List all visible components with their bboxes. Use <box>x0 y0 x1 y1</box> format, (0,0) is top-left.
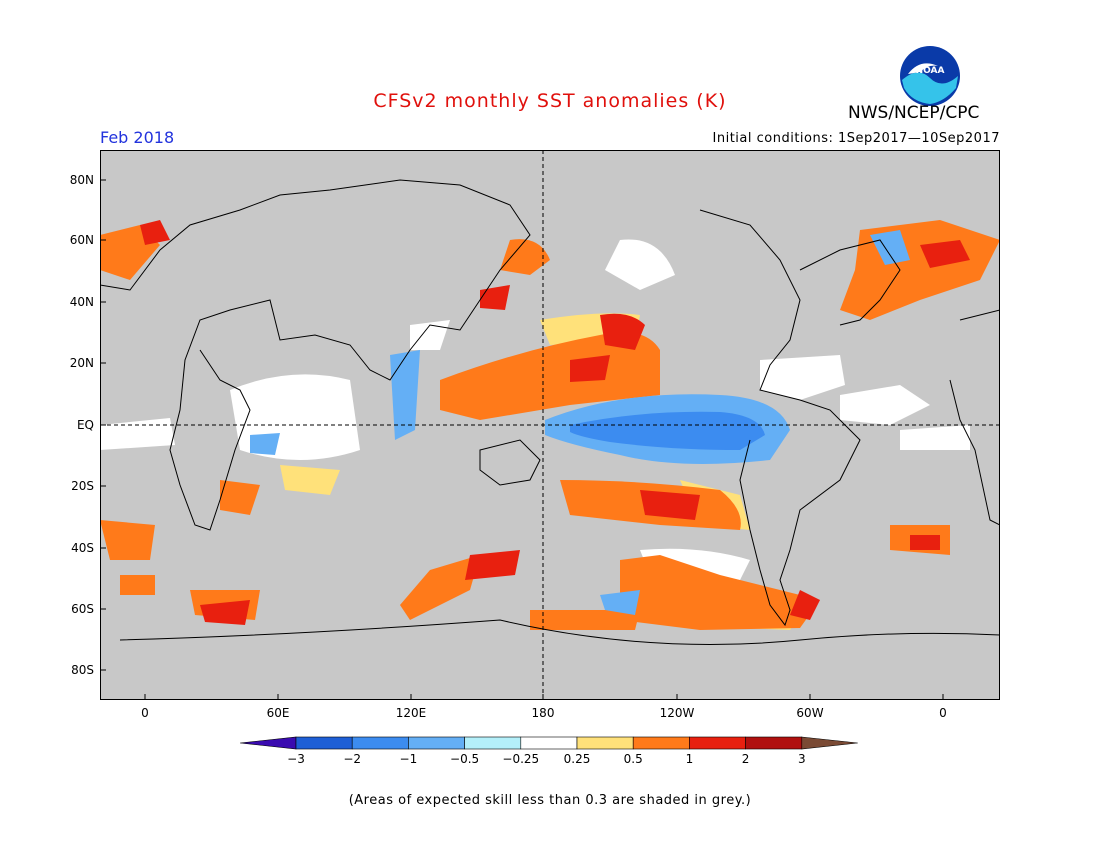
colorbar-label: −1 <box>399 752 418 766</box>
lat-label: 40S <box>71 541 94 555</box>
colorbar-cell <box>801 736 858 750</box>
lat-label: 80S <box>71 663 94 677</box>
colorbar-cell <box>408 736 465 750</box>
lon-label: 180 <box>531 706 555 720</box>
lon-label: 120E <box>395 706 427 720</box>
ticks <box>100 179 944 700</box>
negative-strong-regions <box>570 411 765 450</box>
colorbar-cell <box>295 736 353 750</box>
chart-title: CFSv2 monthly SST anomalies (K) <box>373 90 727 112</box>
positive-strong-regions <box>140 220 970 625</box>
lat-label: 80N <box>69 173 94 187</box>
colorbar-cell <box>632 736 690 750</box>
colorbar-label: −0.5 <box>450 752 480 766</box>
colorbar-cell <box>240 736 297 750</box>
noaa-logo: NOAA <box>900 46 960 106</box>
svg-text:NOAA: NOAA <box>916 66 945 76</box>
colorbar-label: −2 <box>343 752 362 766</box>
colorbar-label: 0.5 <box>623 752 643 766</box>
lon-label: 120W <box>659 706 695 720</box>
colorbar-label: 1 <box>685 752 694 766</box>
colorbar-cell <box>689 736 746 750</box>
colorbar-cell <box>576 736 634 750</box>
lon-label: 60W <box>796 706 824 720</box>
colorbar-label: −0.25 <box>502 752 540 766</box>
colorbar-label: 2 <box>741 752 750 766</box>
lat-label: 60N <box>69 233 94 247</box>
colorbar-cell <box>464 736 522 750</box>
colorbar <box>240 736 858 750</box>
lat-label: 20N <box>69 356 94 370</box>
lat-label: 20S <box>71 479 94 493</box>
lat-label: 40N <box>69 295 94 309</box>
lon-label: 60E <box>266 706 290 720</box>
coastlines <box>100 179 1000 645</box>
lat-label: EQ <box>76 418 94 432</box>
skill-footnote: (Areas of expected skill less than 0.3 a… <box>348 793 752 808</box>
agency-label: NWS/NCEP/CPC <box>848 103 980 123</box>
colorbar-cell <box>351 736 409 750</box>
forecast-period: Feb 2018 <box>100 128 175 147</box>
lon-label: 0 <box>141 706 149 720</box>
lon-label: 0 <box>939 706 947 720</box>
colorbar-label: 3 <box>797 752 806 766</box>
lat-label: 60S <box>71 602 94 616</box>
colorbar-label: 0.25 <box>563 752 591 766</box>
neutral-regions <box>100 239 970 580</box>
colorbar-cell <box>745 736 803 750</box>
colorbar-label: −3 <box>287 752 305 766</box>
colorbar-cell <box>520 736 578 750</box>
initial-conditions: Initial conditions: 1Sep2017—10Sep2017 <box>712 131 1000 146</box>
sst-anomaly-map <box>100 150 1000 700</box>
